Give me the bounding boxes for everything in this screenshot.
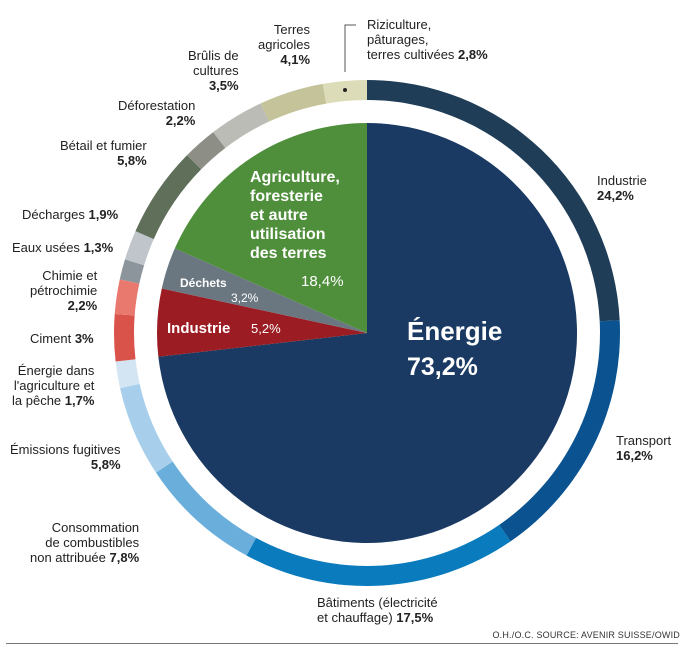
inner-label-dechets: Déchets (180, 276, 227, 290)
ring-segment-chimie-et (114, 279, 140, 316)
ring-segment-deforestation (186, 132, 226, 170)
ring-label-industrie: Industrie 24,2% (597, 173, 647, 203)
ring-label-decharges: Décharges 1,9% (22, 207, 119, 222)
ring-label-ciment: Ciment 3% (30, 331, 94, 346)
ring-segment-betail-et-fumier (135, 155, 202, 240)
pie-slice-energie (158, 123, 578, 543)
ring-segment-batiments-electricite (246, 524, 511, 586)
ring-segment-brulis-de (213, 103, 270, 149)
ring-segment-terres (260, 83, 327, 122)
ring-label-consommation: Consommation de combustibles non attribu… (30, 520, 140, 565)
ring-label-brulis: Brûlis de cultures 3,5% (188, 48, 239, 93)
riziculture-leader-dot (343, 88, 347, 92)
ring-segment-industrie (367, 80, 620, 322)
ring-label-eaux-usees: Eaux usées 1,3% (12, 240, 114, 255)
ring-segment-consommation (155, 461, 257, 556)
ring-label-terres-agricoles: Terres agricoles 4,1% (258, 22, 311, 67)
inner-label-agriculture: Agriculture, foresterie et autre utilisa… (250, 169, 340, 262)
ring-segment-emissions-fugitives (120, 383, 173, 473)
ring-segment-decharges (124, 231, 154, 266)
ring-label-batiments: Bâtiments (électricité et chauffage) 17,… (317, 595, 438, 625)
ring-label-emissions-fugitives: Émissions fugitives 5,8% (10, 442, 121, 472)
ring-label-betail: Bétail et fumier 5,8% (60, 138, 147, 168)
ring-segment-energie-dans (115, 359, 140, 389)
pie-slice-agriculture (174, 123, 367, 333)
ring-label-chimie: Chimie et pétrochimie 2,2% (30, 268, 98, 313)
ring-segment-transport (499, 320, 620, 542)
ring-label-deforestation: Déforestation 2,2% (118, 98, 196, 128)
inner-value-energie: 73,2% (407, 353, 478, 381)
source-credit: O.H./O.C. SOURCE: AVENIR SUISSE/OWID (492, 630, 680, 640)
ring-label-riziculture: Riziculture, pâturages, terres cultivées… (367, 17, 488, 62)
ring-segment-eaux-usees (119, 259, 145, 284)
pie-slice-industrie (157, 288, 367, 357)
ring-label-transport: Transport 16,2% (616, 433, 672, 463)
riziculture-leader-line (344, 24, 356, 72)
inner-label-industrie: Industrie (167, 320, 231, 337)
inner-value-industrie: 5,2% (251, 321, 281, 336)
inner-label-energie: Énergie (407, 316, 503, 346)
inner-value-agriculture: 18,4% (301, 273, 344, 290)
ring-label-energie-agriculture: Énergie dans l'agriculture et la pêche 1… (12, 363, 95, 408)
bottom-divider (6, 643, 678, 644)
inner-value-dechets: 3,2% (231, 291, 259, 305)
ring-segment-ciment (114, 313, 136, 362)
pie-slice-dechets (161, 248, 367, 333)
